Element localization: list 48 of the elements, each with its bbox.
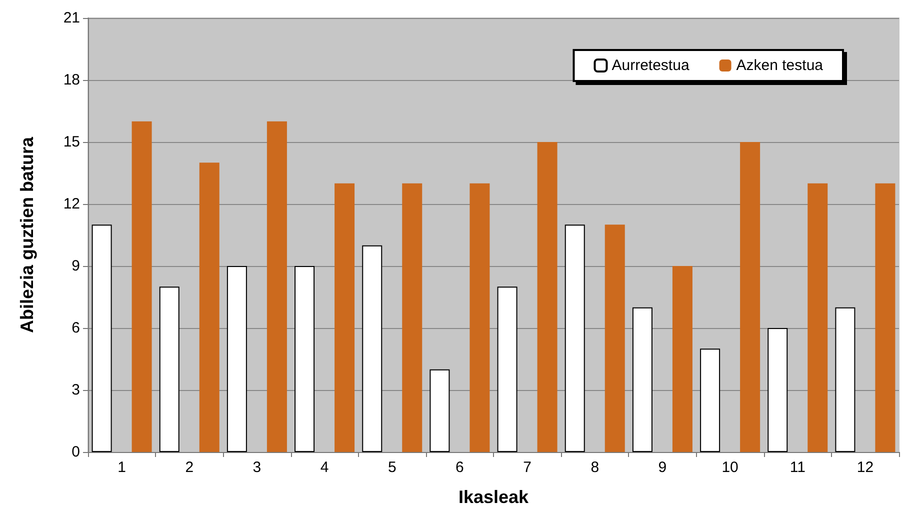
bar bbox=[430, 369, 450, 452]
y-tick-label: 15 bbox=[63, 134, 80, 150]
legend-label: Aurretestua bbox=[612, 57, 690, 74]
bar bbox=[808, 183, 828, 452]
bar bbox=[266, 121, 287, 452]
y-axis-title: Abilezia guztien batura bbox=[17, 136, 37, 334]
bar bbox=[294, 266, 315, 452]
bar bbox=[768, 328, 788, 452]
bar bbox=[92, 224, 112, 452]
x-tick-label: 5 bbox=[388, 459, 396, 476]
bar bbox=[672, 266, 692, 452]
x-tick-label: 8 bbox=[590, 459, 600, 476]
y-tick-label: 6 bbox=[72, 320, 80, 336]
y-tick-label: 12 bbox=[63, 196, 80, 212]
x-tick-label: 11 bbox=[790, 459, 806, 476]
x-tick-label: 7 bbox=[523, 459, 532, 476]
bar bbox=[604, 224, 625, 452]
bar bbox=[537, 142, 558, 452]
x-axis-title: Ikasleak bbox=[458, 487, 530, 507]
x-tick-label: 10 bbox=[722, 459, 738, 476]
bar bbox=[497, 286, 518, 452]
bar bbox=[362, 245, 382, 452]
bar bbox=[564, 224, 585, 452]
y-tick-label: 9 bbox=[72, 258, 80, 274]
bar bbox=[835, 307, 856, 452]
bar bbox=[875, 183, 896, 452]
y-tick-label: 18 bbox=[63, 72, 80, 88]
bar bbox=[159, 286, 180, 452]
bar bbox=[700, 348, 720, 452]
bar bbox=[470, 183, 490, 452]
bar bbox=[132, 121, 152, 452]
bar bbox=[402, 183, 422, 452]
bar bbox=[334, 183, 355, 452]
x-tick-label: 4 bbox=[320, 459, 329, 476]
x-tick-label: 3 bbox=[252, 459, 262, 476]
y-tick-label: 21 bbox=[63, 10, 80, 26]
y-tick-label: 3 bbox=[72, 382, 80, 398]
x-tick-label: 2 bbox=[185, 459, 194, 476]
x-tick-label: 6 bbox=[456, 459, 464, 476]
y-tick-label: 0 bbox=[72, 444, 80, 460]
bar bbox=[632, 307, 652, 452]
x-tick-label: 9 bbox=[658, 459, 667, 476]
bar bbox=[740, 142, 760, 452]
bar bbox=[199, 162, 220, 452]
x-tick-label: 12 bbox=[856, 459, 874, 476]
legend-label: Azken testua bbox=[736, 57, 824, 74]
x-tick-label: 1 bbox=[118, 459, 126, 476]
bar bbox=[226, 266, 247, 452]
